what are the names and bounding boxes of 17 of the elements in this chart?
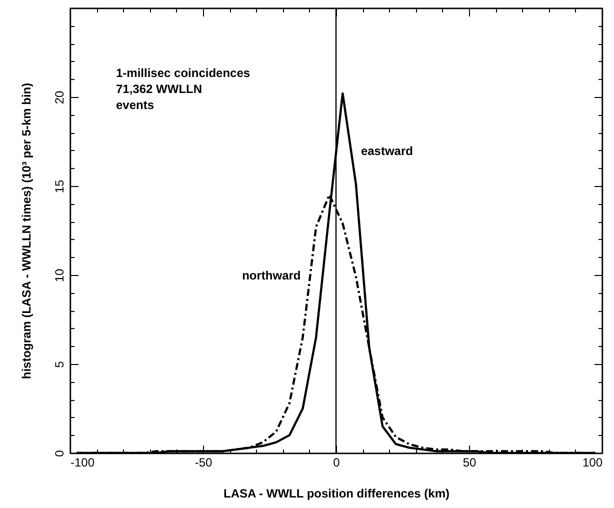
annotation: 1-millisec coincidences <box>116 66 250 80</box>
x-axis-title: LASA - WWLL position differences (km) <box>223 486 450 500</box>
annotation: events <box>116 98 154 112</box>
y-tick-label: 0 <box>52 450 66 457</box>
series-label: northward <box>242 268 301 282</box>
annotation: 71,362 WWLLN <box>116 82 202 96</box>
y-tick-label: 5 <box>52 360 66 368</box>
x-tick-label: 0 <box>333 456 340 470</box>
y-tick-label: 20 <box>52 90 66 104</box>
x-tick-label: 100 <box>582 456 603 470</box>
x-tick-label: -50 <box>194 456 212 470</box>
x-tick-label: -100 <box>70 456 95 470</box>
y-tick-label: 10 <box>52 268 66 282</box>
y-tick-label: 15 <box>52 180 66 194</box>
series-label: eastward <box>360 144 413 158</box>
y-axis-title: histogram (LASA - WWLLN times) (10³ per 5-km bin) <box>20 82 34 380</box>
x-tick-label: 50 <box>462 456 476 470</box>
